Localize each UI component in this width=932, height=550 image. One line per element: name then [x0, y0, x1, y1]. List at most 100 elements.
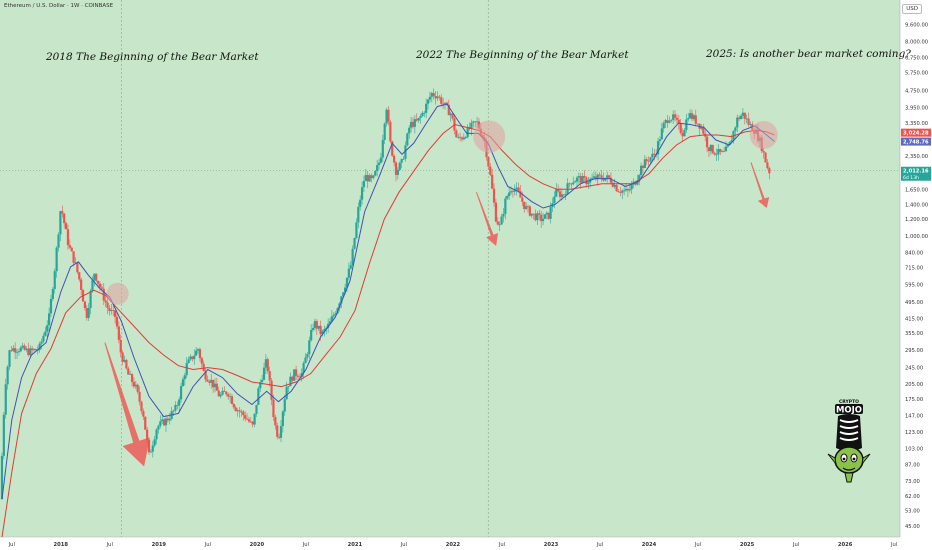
candles [0, 88, 771, 500]
candle-body [64, 223, 68, 230]
candle-body [206, 379, 209, 382]
x-tick-label: Jul [596, 542, 603, 548]
highlight-circle [106, 282, 129, 305]
candle-body [80, 279, 83, 290]
candle-body [25, 348, 28, 350]
candle-body [142, 411, 145, 417]
candle-body [176, 405, 179, 406]
candle-body [242, 411, 245, 416]
candle-body [370, 175, 373, 179]
candle-body [362, 181, 366, 188]
candle-body [606, 175, 609, 178]
candle-body [19, 347, 22, 352]
candle-body [104, 300, 107, 303]
candle-body [44, 331, 47, 336]
candle-body [668, 120, 671, 123]
y-tick-label: 53.00 [905, 509, 920, 515]
candle-body [496, 221, 499, 225]
candle-body [289, 376, 292, 387]
candle-body [653, 153, 656, 155]
candle-body [317, 325, 320, 329]
candle-body [432, 93, 435, 97]
price-label: 2,748.76 [903, 140, 929, 146]
candle-body [602, 178, 605, 181]
candle-body [460, 137, 464, 140]
candle-body [719, 148, 722, 152]
x-tick-label: Jul [890, 542, 897, 548]
candle-body [66, 229, 70, 246]
candle-body [766, 162, 769, 169]
candle-body [596, 174, 599, 180]
candle-body [291, 376, 294, 381]
candle-body [10, 350, 13, 352]
candle-body [547, 212, 550, 219]
candle-body [121, 352, 124, 362]
candle-body [736, 117, 739, 128]
x-tick-label: 2021 [348, 542, 363, 548]
candle-body [747, 118, 750, 125]
candle-body [443, 102, 447, 104]
x-tick-label: Jul [792, 542, 799, 548]
currency-button[interactable]: USD [902, 4, 922, 14]
y-tick-label: 1,200.00 [905, 217, 928, 223]
candle-body [2, 414, 5, 456]
candle-body [430, 93, 433, 97]
candle-body [330, 316, 334, 322]
y-tick-label: 495.00 [905, 300, 923, 306]
candle-body [440, 97, 443, 104]
y-tick-label: 2,350.00 [905, 154, 928, 160]
candle-body [734, 127, 737, 132]
y-tick-label: 595.00 [905, 283, 923, 289]
candle-body [492, 188, 496, 203]
candle-body [647, 160, 650, 162]
candle-body [641, 165, 645, 169]
candle-body [513, 189, 516, 192]
candle-body [717, 148, 720, 155]
candle-body [651, 153, 654, 158]
ma-fast-line [1, 103, 775, 500]
candle-body [555, 189, 558, 197]
candle-body [553, 196, 556, 204]
candle-body [660, 128, 663, 140]
candle-body [61, 211, 64, 214]
candle-body [721, 151, 724, 153]
candle-body [666, 120, 669, 123]
candle-body [249, 421, 252, 423]
candle-body [524, 206, 528, 209]
candle-body [715, 154, 718, 156]
candle-body [306, 354, 309, 358]
candle-body [185, 363, 188, 376]
y-tick-label: 62.00 [905, 494, 920, 500]
candle-body [193, 355, 196, 360]
candle-body [87, 307, 90, 318]
candle-body [557, 189, 560, 192]
candle-body [417, 117, 420, 121]
candle-body [225, 391, 228, 395]
candle-body [511, 191, 514, 193]
x-tick-label: Jul [106, 542, 113, 548]
annotation-2018: 2018 The Beginning of the Bear Market [46, 51, 259, 63]
candle-body [730, 140, 733, 142]
candle-body [123, 359, 126, 362]
y-tick-label: 103.00 [905, 447, 923, 453]
candle-body [319, 325, 322, 335]
candle-body [325, 327, 328, 330]
candle-body [415, 119, 418, 121]
candle-body [147, 439, 151, 453]
candle-body [98, 283, 102, 288]
candle-body [4, 384, 7, 415]
candle-body [313, 321, 317, 328]
candle-body [592, 176, 596, 178]
y-tick-label: 205.00 [905, 382, 923, 388]
candle-body [46, 325, 49, 332]
candle-body [419, 116, 422, 118]
candle-body [334, 313, 337, 315]
candle-body [215, 383, 218, 391]
candle-body [572, 182, 575, 185]
candle-body [238, 410, 241, 412]
candle-body [89, 290, 92, 308]
candle-body [728, 141, 731, 145]
candle-body [136, 384, 139, 392]
candle-body [590, 177, 594, 179]
